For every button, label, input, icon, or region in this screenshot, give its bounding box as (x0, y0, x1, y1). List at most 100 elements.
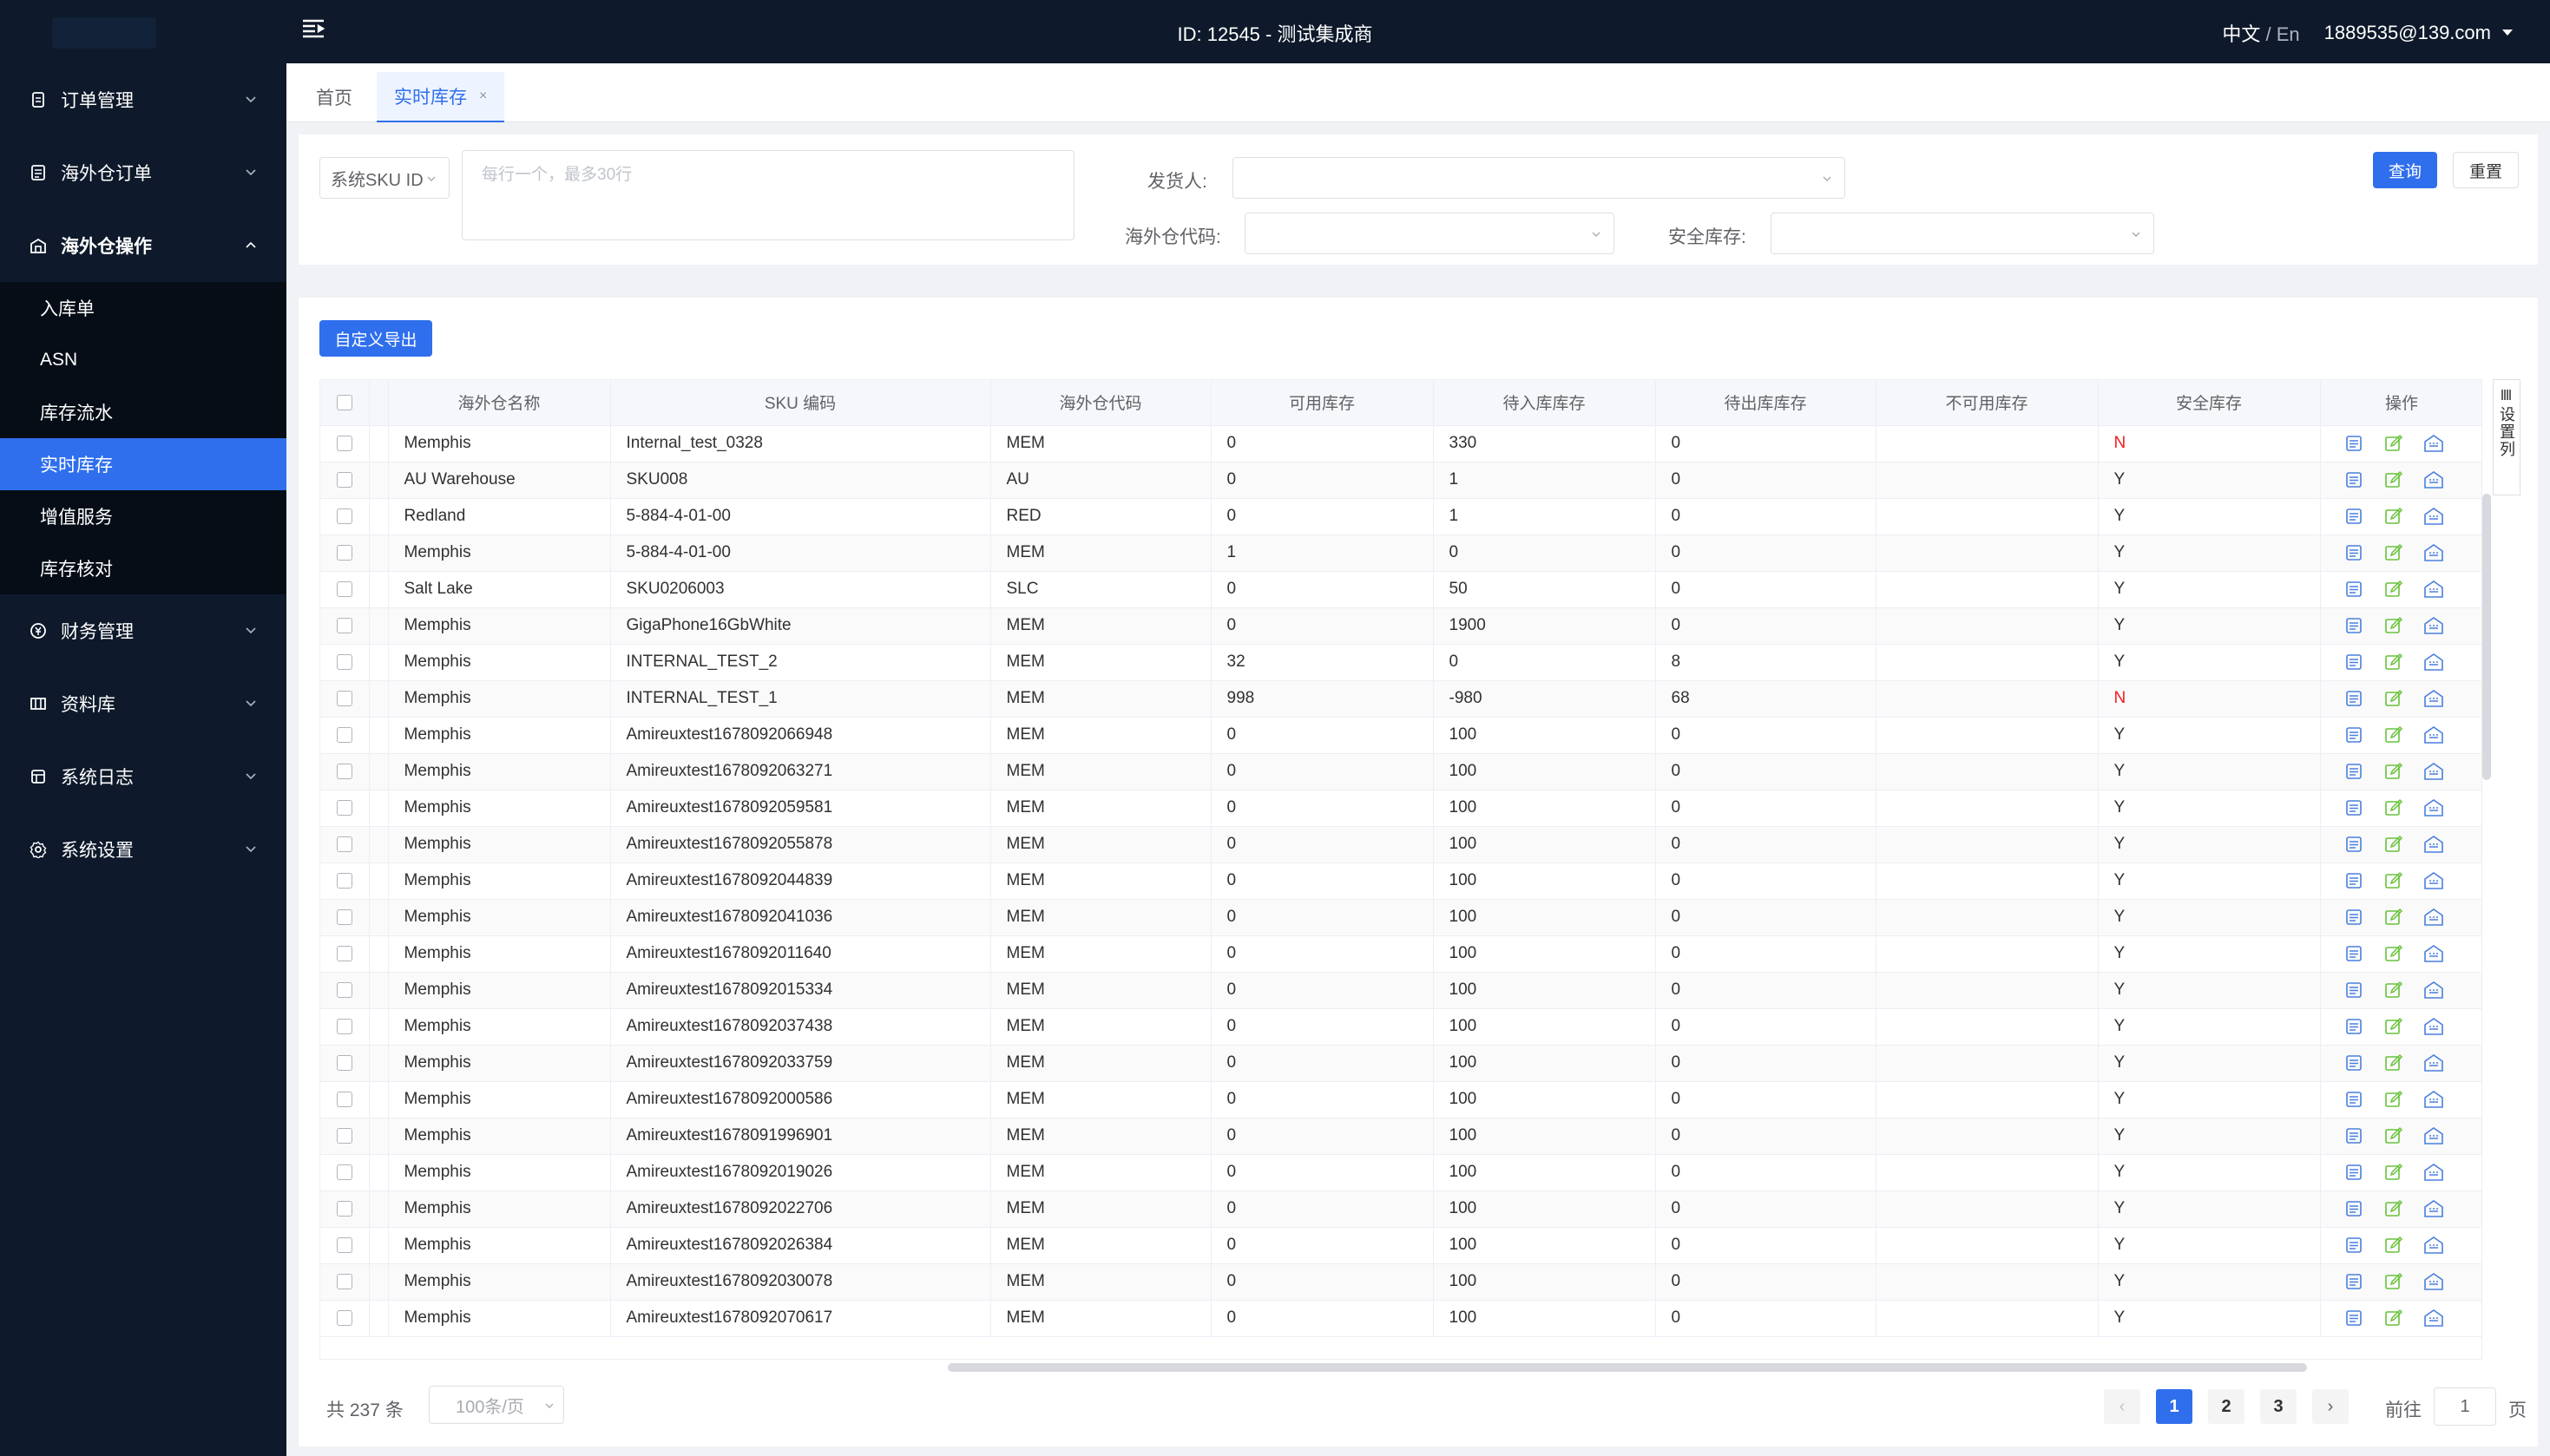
table-row[interactable]: Redland 5-884-4-01-00 RED 0 1 0 Y (320, 498, 2481, 535)
detail-icon[interactable] (2343, 433, 2364, 454)
table-row[interactable]: Memphis Amireuxtest1678092037438 MEM 0 100 0 Y (320, 1008, 2481, 1046)
close-tab-icon[interactable]: × (479, 89, 488, 103)
table-row[interactable]: Memphis Internal_test_0328 MEM 0 330 0 N (320, 425, 2481, 462)
warehouse-icon[interactable] (2423, 1235, 2444, 1256)
warehouse-icon[interactable] (2423, 688, 2444, 709)
edit-icon[interactable] (2383, 1125, 2404, 1146)
warehouse-icon[interactable] (2423, 943, 2444, 964)
sidebar-item-overseas-orders[interactable]: 海外仓订单 (0, 136, 286, 209)
sidebar-item-logs[interactable]: 系统日志 (0, 740, 286, 813)
table-row[interactable]: Memphis Amireuxtest1678092044839 MEM 0 100 0 Y (320, 862, 2481, 900)
warehouse-icon[interactable] (2423, 1089, 2444, 1110)
next-page-button[interactable]: › (2312, 1389, 2349, 1424)
row-checkbox-cell[interactable] (320, 935, 370, 973)
table-row[interactable]: Memphis Amireuxtest1678092033759 MEM 0 100 0 Y (320, 1045, 2481, 1082)
table-row[interactable]: Memphis INTERNAL_TEST_1 MEM 998 -980 68 N (320, 680, 2481, 718)
row-checkbox[interactable] (336, 1091, 352, 1107)
row-checkbox[interactable] (336, 508, 352, 524)
detail-icon[interactable] (2343, 1162, 2364, 1183)
row-checkbox[interactable] (336, 981, 352, 998)
select-all-checkbox[interactable] (336, 394, 352, 410)
row-checkbox-cell[interactable] (320, 972, 370, 1009)
table-row[interactable]: Memphis Amireuxtest1678092070617 MEM 0 100 0 Y (320, 1300, 2481, 1337)
edit-icon[interactable] (2383, 1271, 2404, 1292)
row-checkbox-cell[interactable] (320, 1154, 370, 1191)
prev-page-button[interactable]: ‹ (2104, 1389, 2140, 1424)
reset-button[interactable]: 重置 (2453, 152, 2519, 188)
row-checkbox-cell[interactable] (320, 1118, 370, 1155)
edit-icon[interactable] (2383, 615, 2404, 636)
detail-icon[interactable] (2343, 1235, 2364, 1256)
warehouse-icon[interactable] (2423, 1016, 2444, 1037)
tab-realtime-stock[interactable]: 实时库存 × (377, 72, 505, 122)
row-checkbox[interactable] (336, 1054, 352, 1071)
warehouse-icon[interactable] (2423, 1198, 2444, 1219)
edit-icon[interactable] (2383, 688, 2404, 709)
row-checkbox[interactable] (336, 763, 352, 779)
shipper-select[interactable] (1232, 157, 1845, 199)
edit-icon[interactable] (2383, 433, 2404, 454)
row-checkbox[interactable] (336, 1018, 352, 1034)
sidebar-item-warehouse-ops[interactable]: 海外仓操作 (0, 209, 286, 282)
row-checkbox-cell[interactable] (320, 1300, 370, 1337)
user-email[interactable]: 1889535@139.com (2323, 22, 2491, 43)
row-checkbox-cell[interactable] (320, 862, 370, 900)
detail-icon[interactable] (2343, 1308, 2364, 1328)
menu-toggle-icon[interactable] (300, 16, 326, 42)
edit-icon[interactable] (2383, 579, 2404, 600)
sku-input[interactable]: 每行一个，最多30行 (462, 150, 1075, 240)
table-row[interactable]: Salt Lake SKU0206003 SLC 0 50 0 Y (320, 571, 2481, 608)
tab-home[interactable]: 首页 (299, 72, 370, 122)
row-checkbox[interactable] (336, 836, 352, 852)
row-checkbox-cell[interactable] (320, 1081, 370, 1118)
edit-icon[interactable] (2383, 506, 2404, 527)
row-checkbox[interactable] (336, 544, 352, 561)
sidebar-item-stock-check[interactable]: 库存核对 (40, 560, 113, 580)
page-size-select[interactable]: 100条/页 (429, 1386, 564, 1424)
detail-icon[interactable] (2343, 1125, 2364, 1146)
row-checkbox[interactable] (336, 1127, 352, 1144)
detail-icon[interactable] (2343, 506, 2364, 527)
row-checkbox-cell[interactable] (320, 498, 370, 535)
edit-icon[interactable] (2383, 834, 2404, 855)
edit-icon[interactable] (2383, 725, 2404, 745)
table-row[interactable]: Memphis GigaPhone16GbWhite MEM 0 1900 0 Y (320, 607, 2481, 645)
edit-icon[interactable] (2383, 1162, 2404, 1183)
row-checkbox[interactable] (336, 653, 352, 670)
table-row[interactable]: Memphis Amireuxtest1678092015334 MEM 0 100 0 Y (320, 972, 2481, 1009)
custom-export-button[interactable]: 自定义导出 (319, 320, 432, 357)
sidebar-item-realtime-stock[interactable]: 实时库存 (0, 438, 286, 490)
detail-icon[interactable] (2343, 1016, 2364, 1037)
warehouse-icon[interactable] (2423, 834, 2444, 855)
warehouse-icon[interactable] (2423, 615, 2444, 636)
warehouse-icon[interactable] (2423, 506, 2444, 527)
row-checkbox[interactable] (336, 471, 352, 488)
safety-stock-select[interactable] (1771, 213, 2154, 254)
table-row[interactable]: Memphis Amireuxtest1678092055878 MEM 0 100 0 Y (320, 826, 2481, 863)
table-row[interactable]: Memphis Amireuxtest1678092030078 MEM 0 100 0 Y (320, 1263, 2481, 1301)
detail-icon[interactable] (2343, 980, 2364, 1000)
warehouse-icon[interactable] (2423, 1271, 2444, 1292)
row-checkbox-cell[interactable] (320, 753, 370, 790)
row-checkbox[interactable] (336, 1164, 352, 1180)
row-checkbox-cell[interactable] (320, 462, 370, 499)
sidebar-item-database[interactable]: 资料库 (0, 667, 286, 740)
row-checkbox-cell[interactable] (320, 717, 370, 754)
row-checkbox-cell[interactable] (320, 1263, 370, 1301)
row-checkbox-cell[interactable] (320, 680, 370, 718)
row-checkbox[interactable] (336, 435, 352, 451)
table-row[interactable]: Memphis Amireuxtest1678091996901 MEM 0 100 0 Y (320, 1118, 2481, 1155)
edit-icon[interactable] (2383, 1235, 2404, 1256)
detail-icon[interactable] (2343, 1198, 2364, 1219)
row-checkbox-cell[interactable] (320, 1227, 370, 1264)
detail-icon[interactable] (2343, 615, 2364, 636)
vertical-scroll-thumb[interactable] (2482, 494, 2491, 780)
warehouse-code-select[interactable] (1245, 213, 1614, 254)
lang-en[interactable]: En (2276, 23, 2300, 45)
detail-icon[interactable] (2343, 907, 2364, 928)
select-all-checkbox-cell[interactable] (320, 380, 370, 426)
row-checkbox-cell[interactable] (320, 1190, 370, 1228)
warehouse-icon[interactable] (2423, 907, 2444, 928)
sidebar-item-inbound[interactable]: 入库单 (40, 299, 95, 319)
table-row[interactable]: Memphis Amireuxtest1678092000586 MEM 0 100 0 Y (320, 1081, 2481, 1118)
